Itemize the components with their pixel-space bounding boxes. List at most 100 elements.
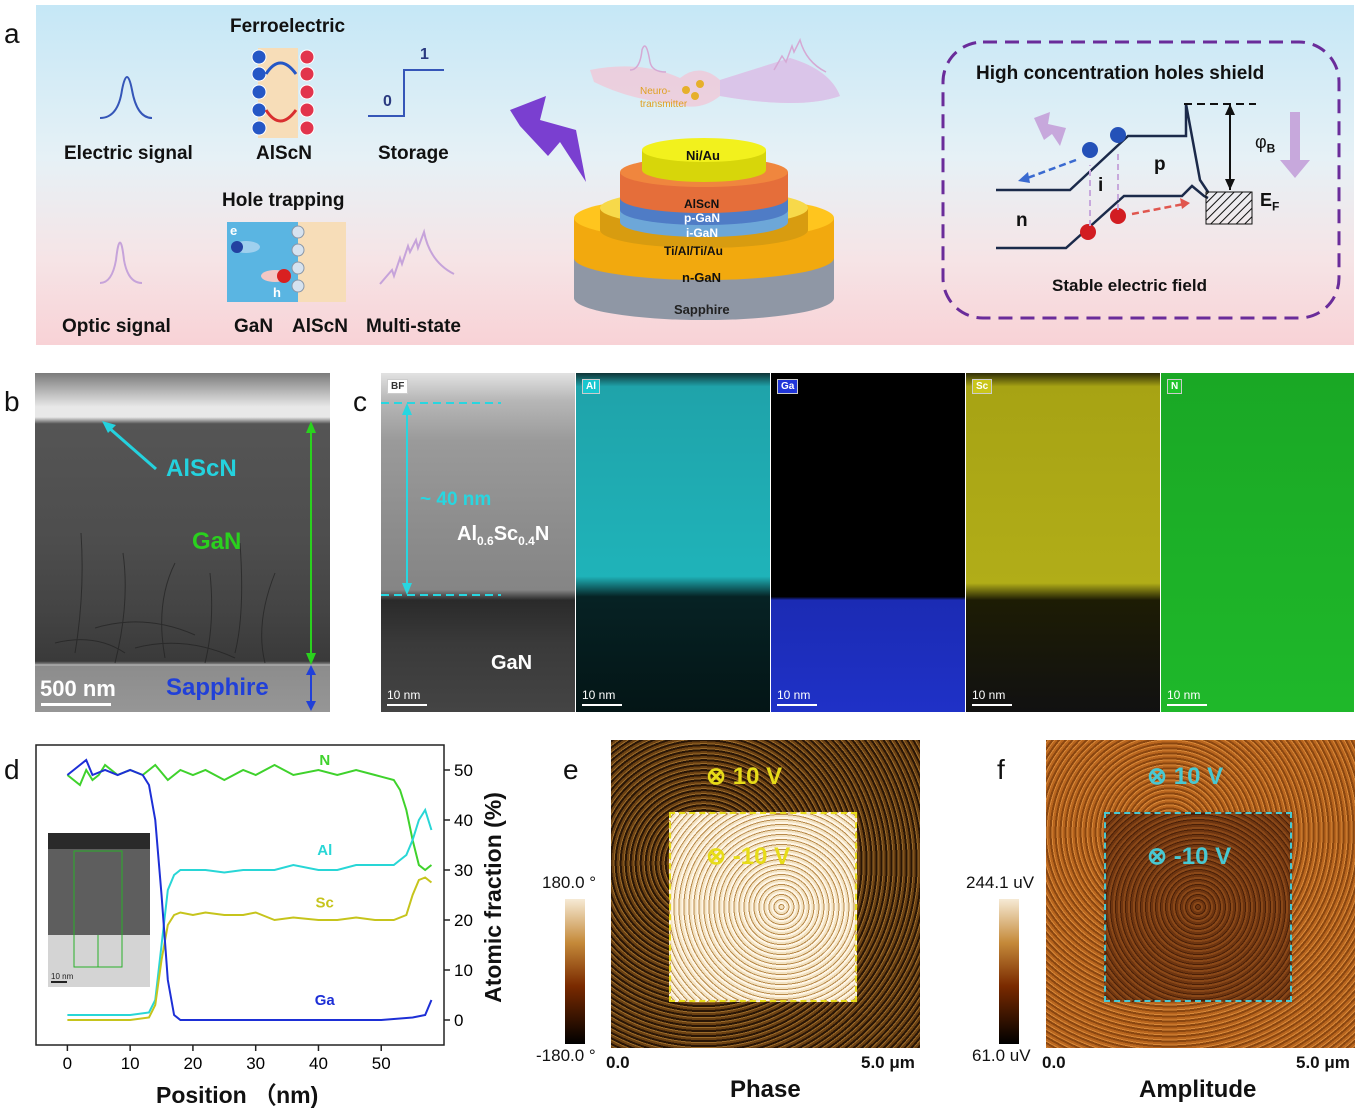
- alscn-formula: Al0.6Sc0.4N: [457, 523, 549, 548]
- x-tick-label: 40: [309, 1054, 328, 1073]
- sem-scalebar: [41, 703, 111, 706]
- bf-image: BF 10 nm: [381, 373, 575, 712]
- eds-map-al: Al 10 nm: [576, 373, 770, 712]
- panel-label-f: f: [997, 754, 1005, 785]
- phase-top-label: ⊗ 10 V: [706, 763, 783, 790]
- amp-top-label: ⊗ 10 V: [1147, 763, 1224, 790]
- y-tick-label: 50: [454, 761, 473, 780]
- gan-region: [227, 222, 298, 302]
- amp-colorbar: [999, 899, 1019, 1044]
- thickness-label: ~ 40 nm: [420, 489, 492, 510]
- ef-subscript: F: [1272, 199, 1280, 214]
- amp-x0: 0.0: [1042, 1053, 1066, 1072]
- inset-image: 10 nm: [48, 833, 150, 987]
- chart-ticks: 0 10 20 30 40 50 0 10 20 30 40 50: [63, 761, 473, 1073]
- line-chart: 0 10 20 30 40 50 0 10 20 30 40 50 N Al Sc Ga 10 nm: [35, 744, 473, 1073]
- panel-label-e: e: [563, 754, 579, 785]
- lightning-icon: [510, 96, 586, 182]
- sem-alscn-label: AlScN: [166, 455, 237, 482]
- eds-map-ga: Ga 10 nm: [771, 373, 965, 712]
- ga-tag: Ga: [777, 379, 799, 394]
- sem-dislocations: [35, 532, 330, 666]
- formula-al: Al: [457, 523, 477, 545]
- inset-gan: [48, 935, 150, 987]
- layer-tialtiau: Ti/Al/Ti/Au: [664, 244, 723, 258]
- phi-subscript: B: [1266, 141, 1276, 156]
- phase-x0: 0.0: [606, 1053, 630, 1072]
- panel-label-c: c: [353, 386, 367, 417]
- band-title: High concentration holes shield: [976, 63, 1265, 84]
- layer-igan: i-GaN: [686, 226, 719, 240]
- phi-symbol: φ: [1255, 132, 1267, 152]
- layer-sapphire: Sapphire: [674, 302, 730, 317]
- alscn-label-bottom: AlScN: [292, 316, 348, 337]
- amp-x1: 5.0 μm: [1296, 1053, 1350, 1072]
- band-n: n: [1016, 210, 1028, 231]
- ferro-arrow-blue: [264, 61, 298, 75]
- phase-cb-min: -180.0 °: [536, 1046, 596, 1065]
- electron-dot: [231, 241, 243, 253]
- al-scalebar: [582, 704, 622, 706]
- series-line-sc: [67, 876, 433, 1021]
- amplitude-map: [1046, 740, 1355, 1048]
- bf-scalebar: [387, 704, 427, 706]
- ferro-positive-charges: [299, 49, 315, 136]
- ef-label: EF: [1260, 190, 1279, 214]
- device-stack: [574, 138, 834, 320]
- electric-signal-curve: [99, 76, 153, 119]
- formula-sc: Sc: [493, 523, 519, 545]
- band-i: i: [1098, 175, 1104, 196]
- alscn-label-top: AlScN: [256, 143, 312, 164]
- hole-dot: [277, 269, 291, 283]
- panel-a-graphics: [99, 37, 1341, 320]
- al-scalebar-label: 10 nm: [582, 688, 616, 702]
- sem-scalebar-label: 500 nm: [40, 676, 116, 701]
- phase-inner-region: [669, 812, 857, 1002]
- phase-colorbar: [565, 899, 585, 1044]
- hole-trapping-title: Hole trapping: [222, 190, 345, 211]
- series-label-n: N: [319, 752, 330, 769]
- storage-step: [368, 69, 444, 117]
- sc-scalebar: [972, 704, 1012, 706]
- alscn-region: [298, 222, 346, 302]
- amp-title: Amplitude: [1139, 1076, 1257, 1103]
- layer-ngan: n-GaN: [682, 270, 721, 285]
- sem-gan-label: GaN: [192, 528, 242, 555]
- neuro-label-2: transmitter: [640, 99, 688, 110]
- storage-one: 1: [420, 46, 429, 63]
- gan-label-bottom: GaN: [234, 316, 274, 337]
- amp-cb-max: 244.1 uV: [966, 873, 1035, 892]
- chart-xlabel: Position （nm): [156, 1082, 319, 1108]
- formula-al-sub: 0.6: [477, 534, 494, 548]
- x-tick-label: 10: [121, 1054, 140, 1073]
- x-tick-label: 50: [372, 1054, 391, 1073]
- n-scalebar-label: 10 nm: [1167, 688, 1201, 702]
- shield-arrow: [1280, 112, 1310, 178]
- ferroelectric-title: Ferroelectric: [230, 16, 346, 37]
- n-tag: N: [1167, 379, 1183, 394]
- sc-tag: Sc: [972, 379, 993, 394]
- neuro-label-1: Neuro-: [640, 86, 671, 97]
- n-scalebar: [1167, 704, 1207, 706]
- band-p: p: [1154, 154, 1166, 175]
- eds-map-sc: Sc 10 nm: [966, 373, 1160, 712]
- amp-cb-min: 61.0 uV: [972, 1046, 1031, 1065]
- inset-top: [48, 833, 150, 849]
- chart-series: N Al Sc Ga: [66, 752, 433, 1021]
- inset-scalebar-label: 10 nm: [51, 972, 74, 981]
- fermi-hatch: [1205, 191, 1253, 225]
- series-line-n: [66, 763, 433, 872]
- phase-cb-max: 180.0 °: [542, 873, 597, 892]
- panel-label-d: d: [4, 754, 20, 785]
- phase-map: [611, 740, 920, 1048]
- stable-field-label: Stable electric field: [1052, 276, 1207, 295]
- formula-n: N: [534, 523, 550, 545]
- eds-map-n: N 10 nm: [1161, 373, 1354, 712]
- layer-alscn: AlScN: [684, 197, 720, 211]
- amplitude-inner-region: [1104, 812, 1292, 1002]
- layer-pgan: p-GaN: [684, 211, 720, 225]
- ga-scalebar-label: 10 nm: [777, 688, 811, 702]
- sem-cross-section: [35, 373, 330, 712]
- ferro-arrow-red: [264, 109, 298, 123]
- y-tick-label: 0: [454, 1011, 463, 1030]
